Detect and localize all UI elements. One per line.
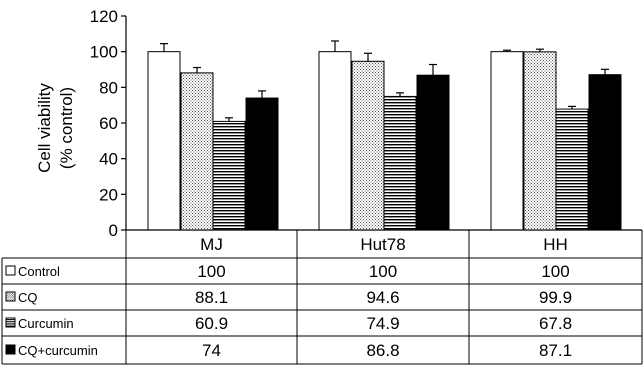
table-cell-value: 87.1 <box>539 341 572 360</box>
table-cell-value: 74 <box>202 341 221 360</box>
bar-cq-mj <box>180 72 214 231</box>
legend-label: Control <box>18 264 60 279</box>
y-tick-label: 120 <box>90 7 118 26</box>
bar-curcumin-hh <box>555 108 589 231</box>
table-cell-value: 99.9 <box>539 288 572 307</box>
legend-swatch <box>5 344 16 355</box>
y-tick-label: 100 <box>90 43 118 62</box>
table-cell-value: 60.9 <box>195 314 228 333</box>
legend-label: Curcumin <box>18 316 74 331</box>
table-cell-value: 100 <box>369 262 397 281</box>
x-tick-label: HH <box>543 235 568 254</box>
table-cell-value: 100 <box>541 262 569 281</box>
y-tick-label: 40 <box>99 150 118 169</box>
bar-curcumin-mj <box>212 120 246 231</box>
legend-swatch <box>5 265 16 276</box>
table-cell-value: 88.1 <box>195 288 228 307</box>
y-axis: 0 20 40 60 80 100 120 <box>90 7 127 240</box>
bar-cq-curcumin-hh <box>588 74 622 231</box>
bar-cq-curcumin-hut78 <box>416 74 450 231</box>
y-tick-label: 80 <box>99 78 118 97</box>
y-axis-title-line2: (% control) <box>57 87 76 169</box>
table-cell-value: 100 <box>197 262 225 281</box>
legend-label: CQ <box>18 290 38 305</box>
bars <box>147 40 622 231</box>
bar-control-hh <box>490 51 524 231</box>
bar-curcumin-hut78 <box>383 95 417 231</box>
legend-swatch <box>5 317 16 328</box>
table-cell-value: 94.6 <box>366 288 399 307</box>
table-cell-value: 86.8 <box>366 341 399 360</box>
y-tick-label: 20 <box>99 185 118 204</box>
x-tick-label: MJ <box>200 235 223 254</box>
table-cell-value: 74.9 <box>366 314 399 333</box>
bar-cq-curcumin-mj <box>245 97 279 231</box>
bar-cq-hut78 <box>351 60 385 231</box>
bar-cq-hh <box>523 51 557 231</box>
y-tick-label: 60 <box>99 114 118 133</box>
y-axis-title-line1: Cell viability <box>35 83 54 173</box>
legend-label: CQ+curcumin <box>18 343 98 358</box>
y-tick-label: 0 <box>109 221 118 240</box>
table-cell-value: 67.8 <box>539 314 572 333</box>
legend-swatch <box>5 291 16 302</box>
data-table: MJ Hut78 HH Control 100 100 100 CQ 88.1 94.6 99.9 C… <box>1 229 643 365</box>
bar-control-hut78 <box>318 51 352 231</box>
x-tick-label: Hut78 <box>360 235 405 254</box>
bar-control-mj <box>147 51 181 231</box>
